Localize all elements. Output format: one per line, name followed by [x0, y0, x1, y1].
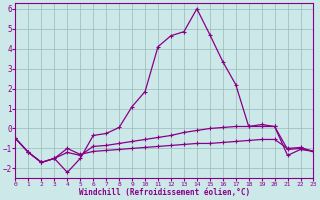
X-axis label: Windchill (Refroidissement éolien,°C): Windchill (Refroidissement éolien,°C) — [79, 188, 250, 197]
